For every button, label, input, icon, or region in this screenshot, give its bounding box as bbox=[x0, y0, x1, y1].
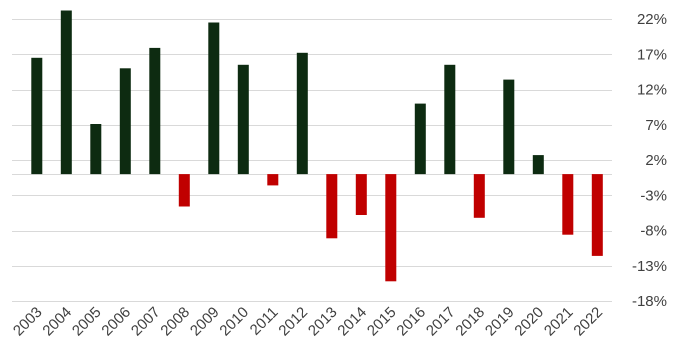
x-tick-label: 2010 bbox=[216, 304, 252, 340]
bar-2011 bbox=[267, 174, 279, 186]
y-tick-label: 7% bbox=[645, 117, 667, 134]
bar-2010 bbox=[237, 64, 249, 175]
bar-2004 bbox=[60, 10, 72, 175]
x-tick-label: 2009 bbox=[187, 304, 223, 340]
bar-2021 bbox=[562, 174, 574, 235]
y-tick-label: -13% bbox=[632, 258, 667, 275]
x-tick-label: 2018 bbox=[452, 304, 488, 340]
y-tick-label: 22% bbox=[637, 11, 667, 28]
x-tick-label: 2022 bbox=[570, 304, 606, 340]
bar-2014 bbox=[355, 174, 367, 215]
x-tick-label: 2003 bbox=[10, 304, 46, 340]
bar-2006 bbox=[119, 68, 131, 175]
x-tick-label: 2005 bbox=[69, 304, 105, 340]
x-tick-label: 2020 bbox=[511, 304, 547, 340]
bar-2009 bbox=[208, 22, 220, 175]
y-tick-label: -3% bbox=[640, 187, 667, 204]
x-tick-label: 2017 bbox=[423, 304, 459, 340]
x-tick-label: 2004 bbox=[39, 304, 75, 340]
y-axis-tick-labels: 22% 17% 12% 7% 2% -3% -8% -13% -18% bbox=[632, 11, 667, 310]
x-tick-label: 2014 bbox=[334, 304, 370, 340]
x-tick-label: 2021 bbox=[541, 304, 577, 340]
y-tick-label: -18% bbox=[632, 293, 667, 310]
x-tick-label: 2007 bbox=[128, 304, 164, 340]
y-tick-label: 17% bbox=[637, 46, 667, 63]
bar-2019 bbox=[503, 79, 515, 175]
y-tick-label: 12% bbox=[637, 82, 667, 99]
x-tick-label: 2006 bbox=[98, 304, 134, 340]
x-tick-label: 2011 bbox=[247, 304, 282, 339]
bar-2022 bbox=[591, 174, 603, 256]
bar-2013 bbox=[326, 174, 338, 239]
bar-2008 bbox=[178, 174, 190, 207]
bar-2015 bbox=[385, 174, 397, 282]
x-tick-label: 2016 bbox=[393, 304, 429, 340]
bar-2012 bbox=[296, 52, 308, 175]
y-tick-label: 2% bbox=[645, 152, 667, 169]
x-tick-label: 2012 bbox=[275, 304, 311, 340]
x-tick-label: 2013 bbox=[305, 304, 341, 340]
x-tick-label: 2015 bbox=[364, 304, 400, 340]
x-tick-label: 2019 bbox=[482, 304, 518, 340]
gridlines bbox=[12, 19, 612, 302]
bar-2007 bbox=[149, 47, 161, 175]
bar-2016 bbox=[414, 103, 426, 175]
bar-2005 bbox=[90, 124, 102, 175]
bar-2018 bbox=[473, 174, 485, 218]
bar-2003 bbox=[31, 57, 43, 175]
y-tick-label: -8% bbox=[640, 223, 667, 240]
bars bbox=[31, 10, 603, 282]
bar-2020 bbox=[532, 155, 544, 175]
bar-2017 bbox=[444, 64, 456, 175]
x-axis-tick-labels: 2003200420052006200720082009201020112012… bbox=[10, 304, 606, 340]
x-tick-label: 2008 bbox=[157, 304, 193, 340]
